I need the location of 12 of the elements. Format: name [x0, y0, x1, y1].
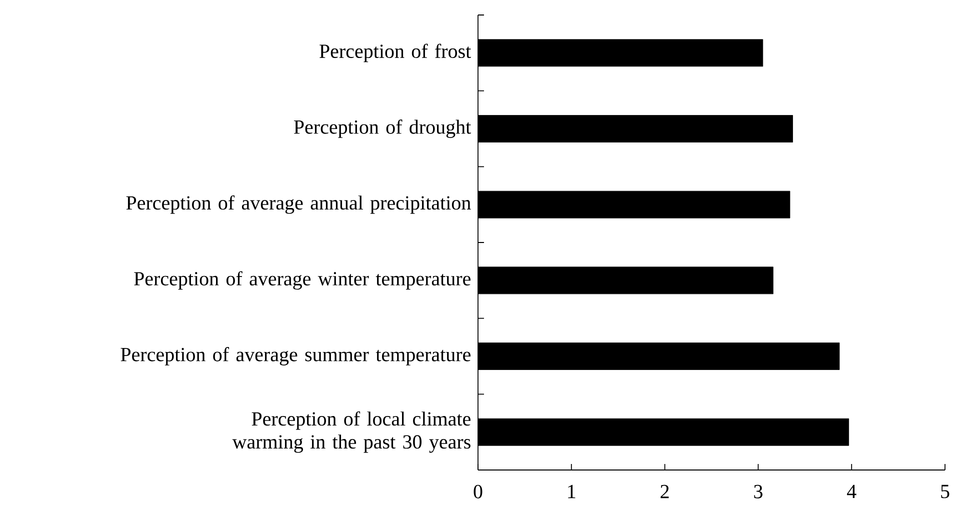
x-tick-label: 0 — [474, 484, 482, 498]
x-tick-label: 1 — [568, 484, 576, 498]
y-tick-label: Perception of average annual precipitation — [126, 195, 471, 214]
y-tick-label: Perception of average summer temperature — [120, 347, 470, 366]
x-tick-label: 5 — [941, 484, 950, 498]
x-tick-label: 3 — [754, 484, 762, 498]
y-tick-label: Perception of average winter temperature — [134, 271, 470, 290]
x-tick-label: 2 — [660, 484, 669, 498]
y-tick-label: Perception of drought — [294, 120, 472, 138]
y-tick-label: Perception of local climate warming in the past 30 years — [232, 411, 470, 453]
x-tick-label: 4 — [846, 484, 856, 498]
y-tick-label: Perception of frost — [320, 44, 472, 62]
